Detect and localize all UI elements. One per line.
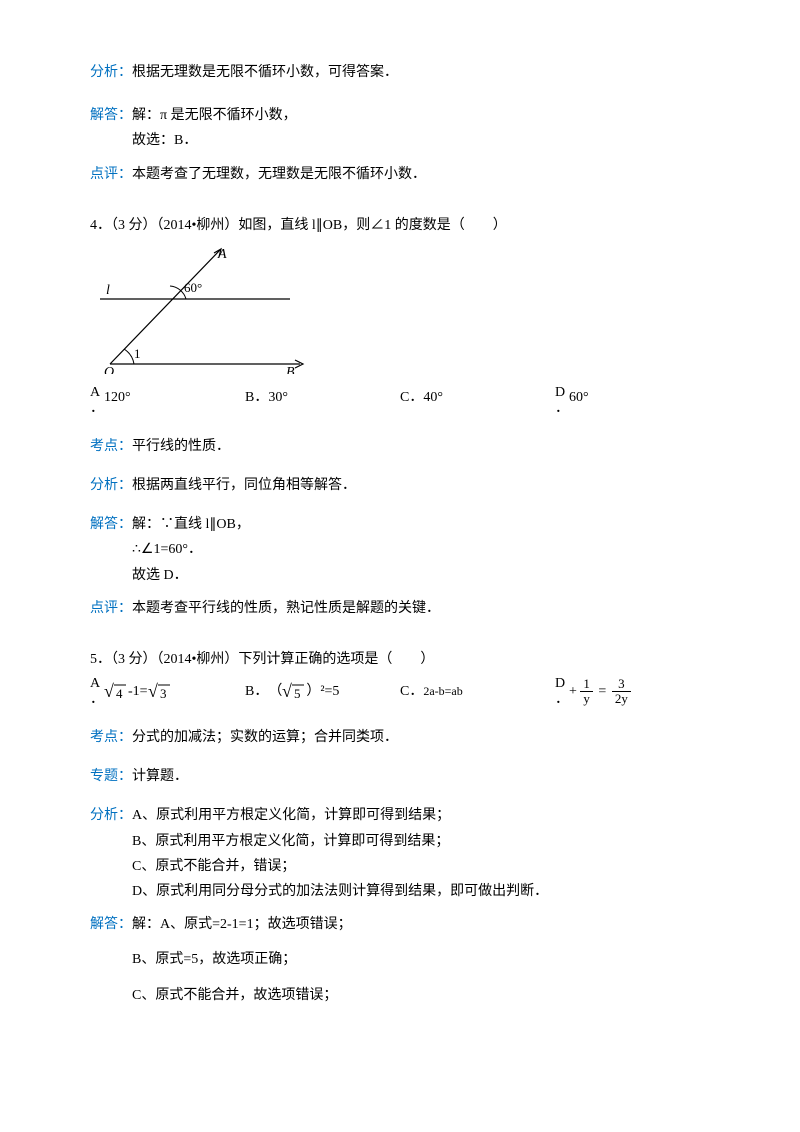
point-text: 分式的加减法；实数的运算；合并同类项． [132, 730, 398, 745]
answer-line1: 解：π 是无限不循环小数， [132, 108, 297, 123]
analysis-label: 分析： [90, 65, 132, 80]
opt-dot: ． [90, 401, 104, 416]
q5-answer: 解答：解：A、原式=2-1=1；故选项错误； B、原式=5，故选项正确； C、原… [90, 912, 710, 1008]
q4-option-C: C．40° [400, 385, 555, 416]
q5-topic: 专题：计算题． [90, 764, 710, 789]
answer-B: B、原式=5，故选项正确； [90, 947, 710, 972]
topic-text: 计算题． [132, 769, 188, 784]
answer-label: 解答： [90, 108, 132, 123]
analysis-text: 根据无理数是无限不循环小数，可得答案． [132, 65, 398, 80]
q3-analysis: 分析：根据无理数是无限不循环小数，可得答案． [90, 60, 710, 85]
opt-dot: ． [90, 692, 104, 707]
opt-letter: A [90, 676, 104, 691]
label-1: 1 [134, 346, 141, 361]
analysis-D: D、原式利用同分母分式的加法法则计算得到结果，即可做出判断． [90, 879, 710, 904]
q4-analysis: 分析：根据两直线平行，同位角相等解答． [90, 473, 710, 498]
answer-line1: 解：∵直线 l∥OB， [132, 517, 250, 532]
label-A: A [217, 247, 227, 262]
label-60: 60° [184, 280, 202, 295]
q5-option-B: B． （√5）²=5 [245, 679, 400, 704]
q4-comment: 点评：本题考查平行线的性质，熟记性质是解题的关键． [90, 596, 710, 621]
analysis-C: C、原式不能合并，错误； [90, 854, 710, 879]
svg-text:4: 4 [116, 686, 123, 701]
q5-options: A． √4-1=√3 B． （√5）²=5 C． 2a-b=ab D． + 1y… [90, 676, 710, 707]
opt-text: 40° [423, 385, 443, 410]
analysis-label: 分析： [90, 808, 132, 823]
comment-label: 点评： [90, 601, 132, 616]
svg-text:√: √ [148, 681, 158, 701]
answer-A: 解：A、原式=2-1=1；故选项错误； [132, 917, 352, 932]
q3-comment: 点评：本题考查了无理数，无理数是无限不循环小数． [90, 162, 710, 187]
opt-text: 30° [268, 385, 288, 410]
opt-letter: A [90, 385, 104, 400]
q5-point: 考点：分式的加减法；实数的运算；合并同类项． [90, 725, 710, 750]
q4-option-A: A． 120° [90, 385, 245, 416]
analysis-label: 分析： [90, 478, 132, 493]
answer-label: 解答： [90, 517, 132, 532]
q5-option-C: C． 2a-b=ab [400, 679, 555, 704]
q4-answer: 解答：解：∵直线 l∥OB， ∴∠1=60°． 故选 D． [90, 512, 710, 588]
svg-text:3: 3 [160, 686, 167, 701]
q5-option-D: D． + 1y = 32y [555, 676, 710, 707]
q4-point: 考点：平行线的性质． [90, 434, 710, 459]
answer-line2: ∴∠1=60°． [90, 537, 710, 562]
q5-stem: 5．（3 分）（2014•柳州）下列计算正确的选项是（ ） [90, 647, 710, 672]
opt-letter: D [555, 676, 569, 691]
svg-text:√: √ [282, 681, 292, 701]
q4-option-B: B．30° [245, 385, 400, 416]
answer-C: C、原式不能合并，故选项错误； [90, 983, 710, 1008]
opt-text: 60° [569, 385, 589, 410]
label-l: l [106, 283, 110, 298]
point-label: 考点： [90, 730, 132, 745]
answer-line3: 故选 D． [90, 563, 710, 588]
q5-analysis: 分析：A、原式利用平方根定义化简，计算即可得到结果； B、原式利用平方根定义化简… [90, 803, 710, 904]
comment-text: 本题考查平行线的性质，熟记性质是解题的关键． [132, 601, 440, 616]
answer-line2: 故选：B． [90, 128, 710, 153]
svg-text:√: √ [104, 681, 114, 701]
comment-text: 本题考查了无理数，无理数是无限不循环小数． [132, 167, 426, 182]
q4-diagram: A l 60° 1 O B [90, 244, 710, 383]
q3-answer: 解答：解：π 是无限不循环小数， 故选：B． [90, 103, 710, 153]
point-text: 平行线的性质． [132, 439, 230, 454]
q4-stem: 4．（3 分）（2014•柳州）如图，直线 l∥OB，则∠1 的度数是（ ） [90, 213, 710, 238]
opt-math: （√5）²=5 [268, 679, 339, 704]
opt-letter: C． [400, 385, 423, 410]
label-B: B [286, 365, 295, 374]
q4-options: A． 120° B．30° C．40° D． 60° [90, 385, 710, 416]
svg-text:5: 5 [294, 686, 301, 701]
analysis-text: 根据两直线平行，同位角相等解答． [132, 478, 356, 493]
opt-text: 2a-b=ab [423, 681, 462, 703]
comment-label: 点评： [90, 167, 132, 182]
analysis-A: A、原式利用平方根定义化简，计算即可得到结果； [132, 808, 450, 823]
point-label: 考点： [90, 439, 132, 454]
opt-dot: ． [555, 692, 569, 707]
opt-dot: ． [555, 401, 569, 416]
opt-math: √4-1=√3 [104, 679, 172, 704]
opt-letter: D [555, 385, 569, 400]
analysis-B: B、原式利用平方根定义化简，计算即可得到结果； [90, 829, 710, 854]
q5-option-A: A． √4-1=√3 [90, 676, 245, 707]
label-O: O [104, 365, 114, 374]
opt-text: 120° [104, 385, 131, 410]
answer-label: 解答： [90, 917, 132, 932]
q4-option-D: D． 60° [555, 385, 710, 416]
opt-letter: B． [245, 385, 268, 410]
opt-math: + 1y = 32y [569, 677, 631, 707]
opt-letter: B． [245, 679, 268, 704]
topic-label: 专题： [90, 769, 132, 784]
opt-letter: C． [400, 679, 423, 704]
